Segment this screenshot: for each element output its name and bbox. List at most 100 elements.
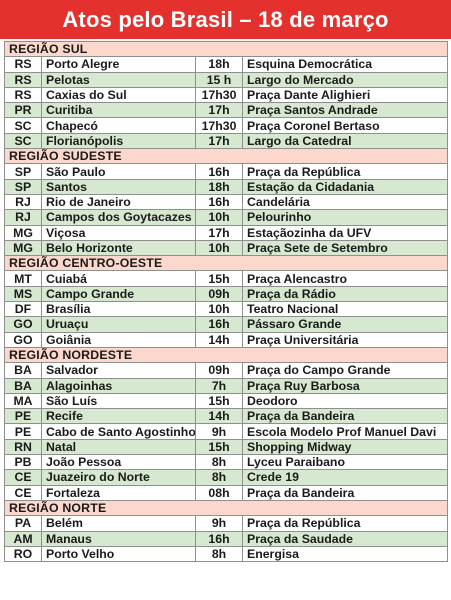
place-cell: Praça Dante Alighieri bbox=[241, 86, 449, 104]
time-cell: 15h bbox=[195, 392, 243, 410]
region-name: REGIÃO CENTRO-OESTE bbox=[3, 255, 449, 272]
table-row: MG Viçosa 17h Estaçãozinha da UFV bbox=[4, 224, 449, 241]
state-cell: CE bbox=[4, 484, 42, 501]
city-cell: Cabo de Santo Agostinho bbox=[41, 423, 196, 440]
time-cell: 9h bbox=[195, 423, 243, 440]
place-cell: Largo da Catedral bbox=[241, 132, 449, 150]
place-cell: Praça da República bbox=[241, 515, 449, 532]
table-row: MG Belo Horizonte 10h Praça Sete de Setembr… bbox=[4, 239, 449, 257]
place-cell: Escola Modelo Prof Manuel Davi bbox=[241, 423, 449, 440]
place-cell: Praça Universitária bbox=[241, 331, 449, 348]
place-cell: Crede 19 bbox=[241, 469, 449, 486]
table-row: GO Uruaçu 16h Pássaro Grande bbox=[4, 316, 449, 333]
city-cell: Recife bbox=[41, 408, 196, 425]
time-cell: 18h bbox=[195, 178, 243, 195]
place-cell: Praça da Saudade bbox=[241, 530, 449, 547]
time-cell: 09h bbox=[195, 285, 243, 303]
place-cell: Teatro Nacional bbox=[241, 301, 449, 318]
city-cell: Porto Velho bbox=[41, 545, 196, 563]
table-row: RO Porto Velho 8h Energisa bbox=[4, 545, 449, 563]
time-cell: 9h bbox=[195, 515, 243, 532]
place-cell: Largo do Mercado bbox=[241, 71, 449, 88]
table-row: CE Juazeiro do Norte 8h Crede 19 bbox=[4, 469, 449, 486]
state-cell: RS bbox=[4, 71, 42, 88]
city-cell: Brasília bbox=[41, 301, 196, 318]
time-cell: 18h bbox=[195, 56, 243, 73]
state-cell: MS bbox=[4, 285, 42, 303]
state-cell: CE bbox=[4, 469, 42, 486]
place-cell: Energisa bbox=[241, 545, 449, 563]
state-cell: SP bbox=[4, 178, 42, 195]
table-row: SP Santos 18h Estação da Cidadania bbox=[4, 178, 449, 195]
place-cell: Praça da Rádio bbox=[241, 285, 449, 303]
state-cell: SC bbox=[4, 117, 42, 134]
city-cell: Caxias do Sul bbox=[41, 86, 196, 104]
events-table-body: REGIÃO SUL RS Porto Alegre 18h Esquina Democ… bbox=[3, 40, 449, 563]
state-cell: BA bbox=[4, 377, 42, 394]
time-cell: 10h bbox=[195, 209, 243, 226]
time-cell: 15h bbox=[195, 270, 243, 287]
table-row: PA Belém 9h Praça da República bbox=[4, 515, 449, 532]
place-cell: Pelourinho bbox=[241, 209, 449, 226]
city-cell: Campos dos Goytacazes bbox=[41, 209, 196, 226]
region-header: REGIÃO NORTE bbox=[3, 499, 449, 517]
place-cell: Praça Coronel Bertaso bbox=[241, 117, 449, 134]
table-row: BA Salvador 09h Praça do Campo Grande bbox=[4, 362, 449, 379]
state-cell: PA bbox=[4, 515, 42, 532]
city-cell: Belo Horizonte bbox=[41, 239, 196, 257]
city-cell: Belém bbox=[41, 515, 196, 532]
table-row: MT Cuiabá 15h Praça Alencastro bbox=[4, 270, 449, 287]
table-row: CE Fortaleza 08h Praça da Bandeira bbox=[4, 484, 449, 501]
time-cell: 15h bbox=[195, 438, 243, 456]
place-cell: Praça Alencastro bbox=[241, 270, 449, 287]
region-name: REGIÃO SUL bbox=[3, 40, 449, 58]
place-cell: Praça da República bbox=[241, 163, 449, 180]
city-cell: Salvador bbox=[41, 362, 196, 379]
time-cell: 8h bbox=[195, 545, 243, 563]
time-cell: 16h bbox=[195, 193, 243, 211]
time-cell: 10h bbox=[195, 301, 243, 318]
region-name: REGIÃO NORTE bbox=[3, 499, 449, 517]
state-cell: RS bbox=[4, 56, 42, 73]
time-cell: 8h bbox=[195, 469, 243, 486]
state-cell: RS bbox=[4, 86, 42, 104]
place-cell: Praça da Bandeira bbox=[241, 484, 449, 501]
city-cell: Manaus bbox=[41, 530, 196, 547]
place-cell: Candelária bbox=[241, 193, 449, 211]
page-title: Atos pelo Brasil – 18 de março bbox=[0, 0, 451, 39]
region-header: REGIÃO SUL bbox=[3, 40, 449, 58]
table-row: RJ Campos dos Goytacazes 10h Pelourinho bbox=[4, 209, 449, 226]
city-cell: São Luís bbox=[41, 392, 196, 410]
state-cell: PB bbox=[4, 454, 42, 471]
state-cell: PR bbox=[4, 102, 42, 119]
place-cell: Praça Ruy Barbosa bbox=[241, 377, 449, 394]
state-cell: MA bbox=[4, 392, 42, 410]
place-cell: Praça do Campo Grande bbox=[241, 362, 449, 379]
city-cell: Pelotas bbox=[41, 71, 196, 88]
city-cell: Florianópolis bbox=[41, 132, 196, 150]
city-cell: Alagoinhas bbox=[41, 377, 196, 394]
place-cell: Estação da Cidadania bbox=[241, 178, 449, 195]
table-row: GO Goiânia 14h Praça Universitária bbox=[4, 331, 449, 348]
table-row: MS Campo Grande 09h Praça da Rádio bbox=[4, 285, 449, 303]
city-cell: Curitiba bbox=[41, 102, 196, 119]
table-row: AM Manaus 16h Praça da Saudade bbox=[4, 530, 449, 547]
state-cell: MG bbox=[4, 239, 42, 257]
city-cell: Porto Alegre bbox=[41, 56, 196, 73]
state-cell: SC bbox=[4, 132, 42, 150]
table-row: RS Porto Alegre 18h Esquina Democrática bbox=[4, 56, 449, 73]
table-row: RN Natal 15h Shopping Midway bbox=[4, 438, 449, 456]
state-cell: PE bbox=[4, 408, 42, 425]
region-name: REGIÃO NORDESTE bbox=[3, 346, 449, 364]
state-cell: GO bbox=[4, 316, 42, 333]
time-cell: 17h bbox=[195, 224, 243, 241]
table-row: DF Brasília 10h Teatro Nacional bbox=[4, 301, 449, 318]
table-row: PB João Pessoa 8h Lyceu Paraibano bbox=[4, 454, 449, 471]
time-cell: 17h bbox=[195, 102, 243, 119]
time-cell: 17h30 bbox=[195, 117, 243, 134]
city-cell: São Paulo bbox=[41, 163, 196, 180]
place-cell: Praça Sete de Setembro bbox=[241, 239, 449, 257]
state-cell: AM bbox=[4, 530, 42, 547]
table-row: SC Chapecó 17h30 Praça Coronel Bertaso bbox=[4, 117, 449, 134]
state-cell: PE bbox=[4, 423, 42, 440]
